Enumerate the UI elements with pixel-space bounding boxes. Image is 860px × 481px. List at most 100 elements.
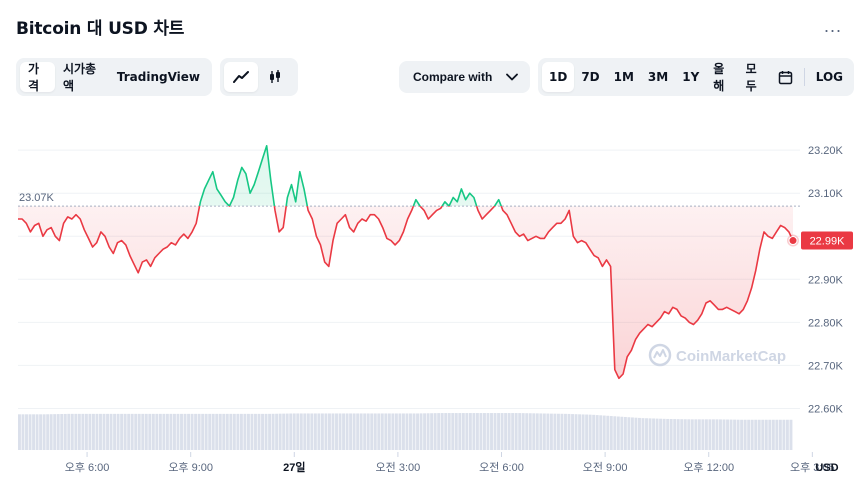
volume-bar [574,414,578,450]
volume-bar [352,413,356,450]
volume-bar [67,413,71,450]
volume-bar [623,416,627,450]
tab-price[interactable]: 가격 [20,62,55,93]
separator [803,68,805,86]
page-title: Bitcoin 대 USD 차트 [16,19,185,39]
volume-bar [715,419,719,450]
volume-bar [370,413,374,450]
volume-bar [127,413,131,450]
volume-bar [648,418,652,450]
volume-bar [377,413,381,450]
log-scale-toggle[interactable]: LOG [815,70,843,84]
volume-bar [740,419,744,450]
volume-bar [638,417,641,450]
current-price-label: 22.99K [810,236,846,248]
volume-bar [257,413,261,450]
tab-tradingview[interactable]: TradingView [116,70,200,84]
volume-bar [120,413,124,450]
volume-bar [338,413,342,450]
volume-bar [32,414,36,450]
volume-bar [116,413,120,450]
more-options-icon[interactable]: ... [823,16,842,36]
volume-bar [468,413,472,450]
volume-bar [190,413,194,450]
volume-bar [775,419,779,450]
volume-bar [556,413,560,450]
volume-bar [331,413,335,450]
range-all[interactable]: 모두 [745,62,757,93]
volume-bar [690,419,694,450]
x-tick-label: 오전 9:00 [583,461,628,474]
candlestick-button[interactable] [258,62,292,92]
y-tick-label: 22.70K [808,360,844,372]
price-chart[interactable]: CoinMarketCap 23.07K 22.60K 22.70K 22.80K 2… [0,100,860,476]
compare-with-dropdown[interactable]: Compare with [399,61,530,93]
x-tick-label: 오후 3:05 [790,461,835,474]
volume-bar [363,413,367,450]
volume-bar [461,413,465,450]
volume-bar [719,419,722,450]
volume-bar [578,414,582,450]
range-3m[interactable]: 3M [647,70,669,84]
volume-bar [409,413,412,450]
chevron-down-icon [506,73,518,81]
volume-bar [722,419,726,450]
volume-bar [384,413,388,450]
volume-bar [208,413,212,450]
volume-bar [440,413,444,450]
date-picker-button[interactable] [771,62,800,92]
volume-bar [733,419,737,450]
volume-bar [60,414,64,450]
volume-bar [49,414,53,450]
volume-bar [373,413,377,450]
volume-bar [264,413,268,450]
volume-bar [525,413,529,450]
volume-bar [659,418,663,450]
volume-bar [42,414,46,450]
volume-bar [236,413,240,450]
range-1y[interactable]: 1Y [682,70,700,84]
range-ytd[interactable]: 올해 [713,62,725,93]
volume-bar [303,413,307,450]
volume-bar [328,413,331,450]
volume-bar [320,413,324,450]
range-7d[interactable]: 7D [581,70,600,84]
volume-bar [743,419,747,450]
line-chart-button[interactable] [224,62,258,92]
volume-bar [599,415,603,450]
volume-bar [490,413,493,450]
volume-bar [222,413,226,450]
volume-bar [246,413,250,450]
volume-bar [539,413,543,450]
volume-bar [232,413,236,450]
y-tick-label: 23.10K [808,188,844,200]
volume-bar [162,413,166,450]
volume-bar [451,413,455,450]
volume-bar [21,414,25,450]
volume-bar [437,413,441,450]
volume-bar [483,413,486,450]
volume-bar [176,413,180,450]
volume-bar [46,414,50,450]
volume-bar [475,413,479,450]
price-chart-area[interactable]: CoinMarketCap 23.07K 22.60K 22.70K 22.80K 2… [0,100,860,476]
volume-bar [306,413,310,450]
volume-bar [310,413,314,450]
volume-bar [335,413,338,450]
tab-market-cap[interactable]: 시가총액 [62,62,97,93]
volume-bar [359,413,363,450]
range-1m[interactable]: 1M [613,70,634,84]
range-1d[interactable]: 1D [542,62,575,92]
volume-bar [564,413,567,450]
volume-bar [666,418,670,450]
volume-bar [419,413,423,450]
x-tick-label: 오전 3:00 [376,461,421,474]
volume-bar [405,413,409,450]
volume-bar [669,418,673,450]
volume-bar [514,413,518,450]
current-price-dot[interactable] [788,236,798,246]
volume-bar [511,413,515,450]
volume-bar [655,418,659,450]
volume-bar [380,413,384,450]
volume-bar [458,413,462,450]
